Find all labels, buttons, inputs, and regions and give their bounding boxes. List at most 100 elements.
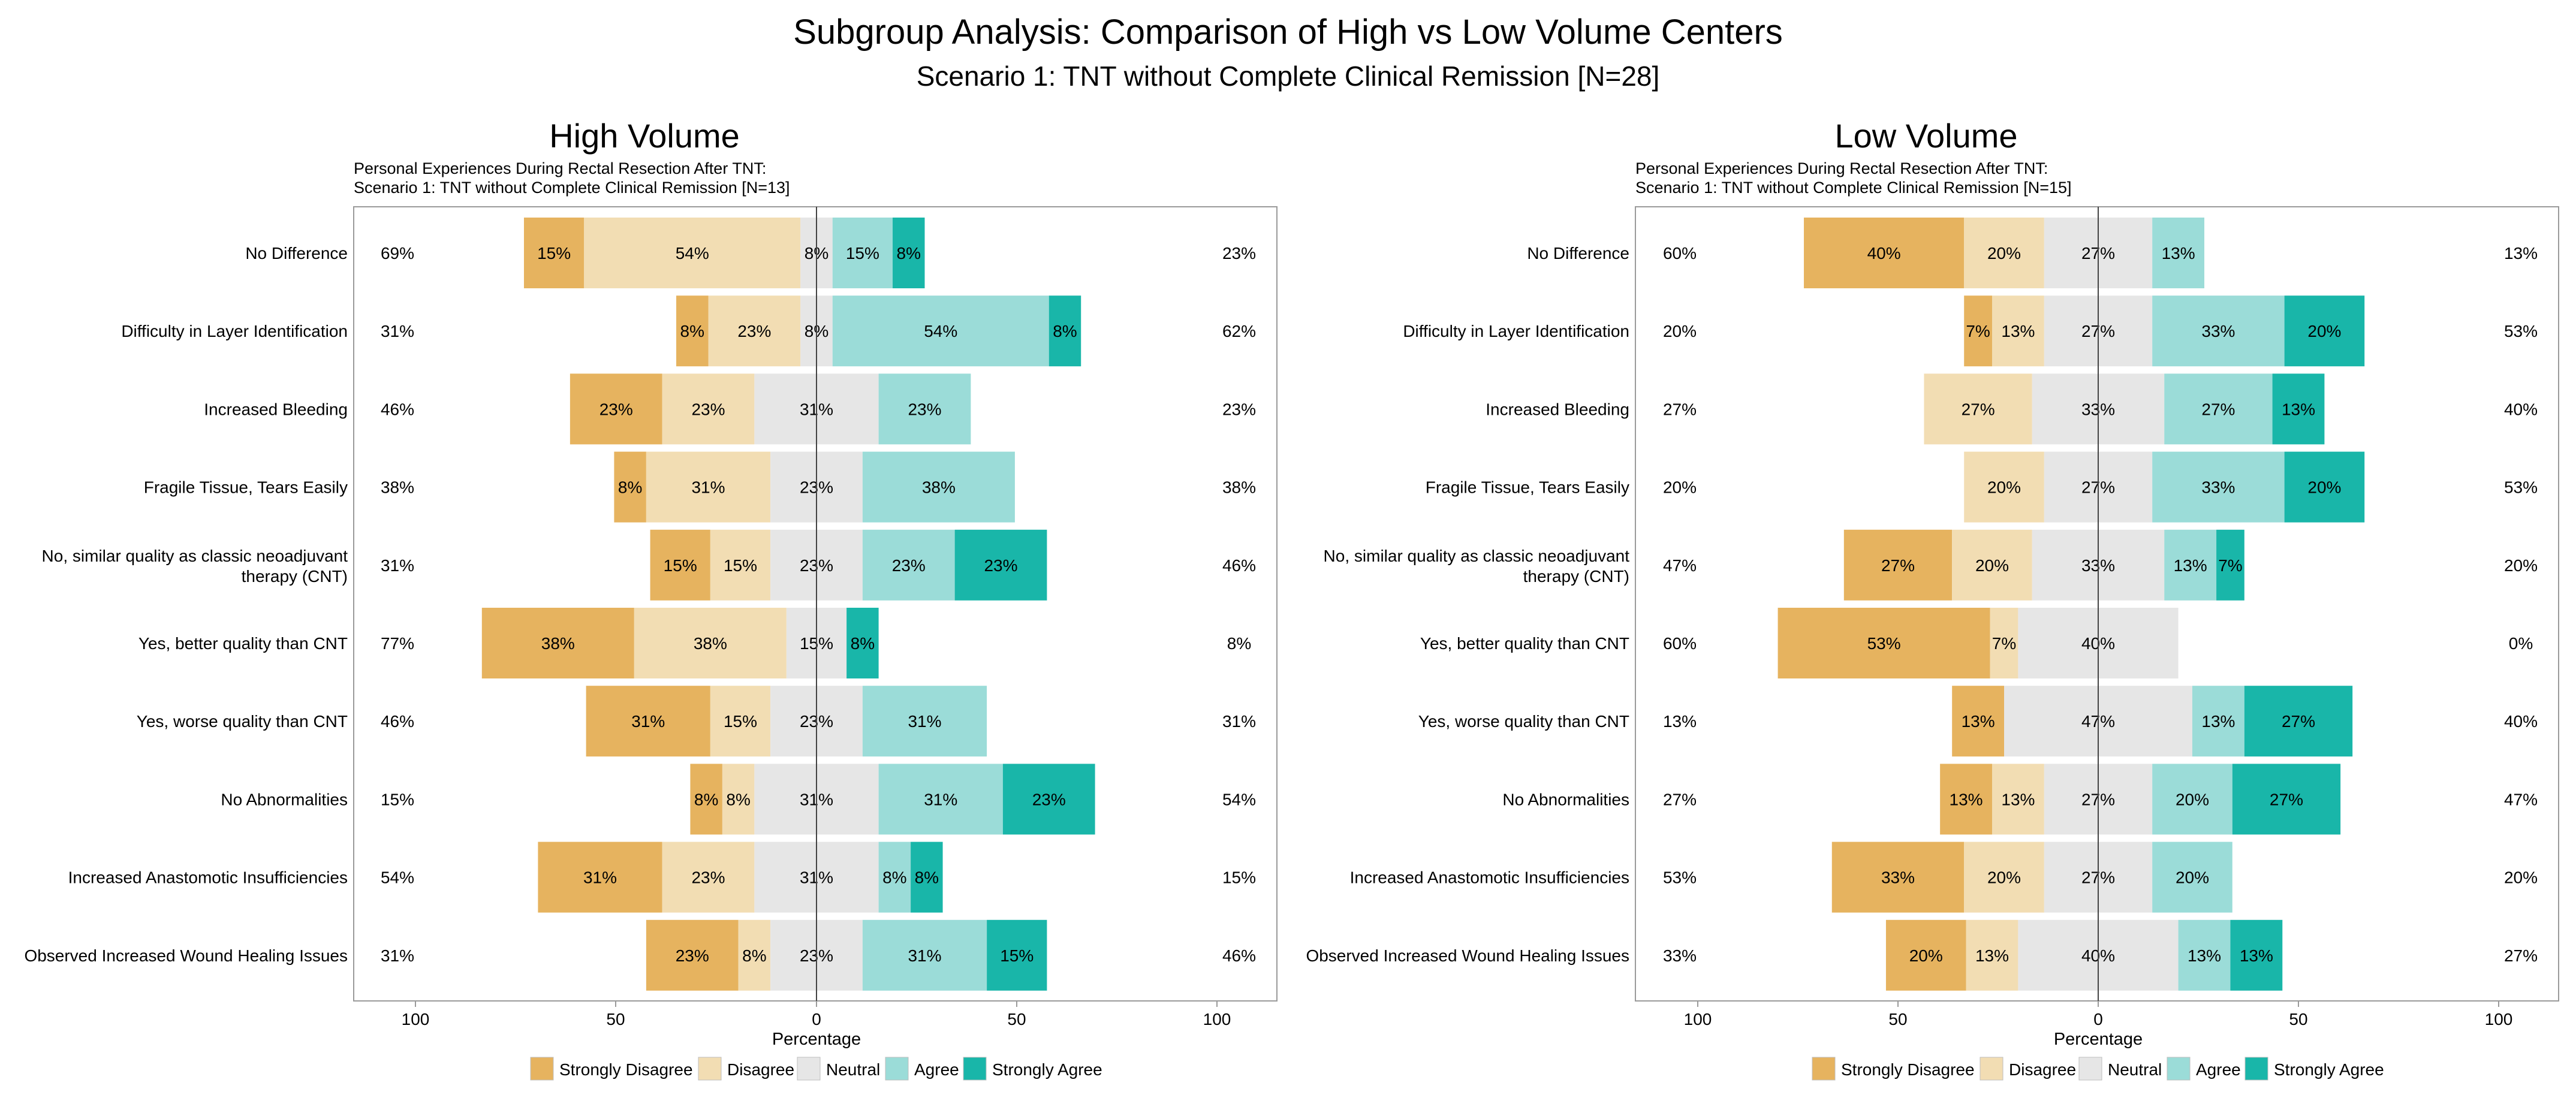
low-bar-10-disagree	[1966, 919, 2018, 991]
low-bar-label-3-2: 27%	[1962, 400, 1995, 418]
low-row-label-2: Difficulty in Layer Identification	[1403, 322, 1629, 340]
low-legend-swatch-strongly-agree	[2244, 1057, 2268, 1081]
high-row-left-pct-5: 31%	[381, 556, 414, 575]
low-legend-label-disagree: Disagree	[2009, 1060, 2076, 1079]
low-row-label-1: No Difference	[1527, 244, 1629, 263]
low-bar-label-5-4: 13%	[2174, 556, 2207, 575]
low-bar-2-agree	[2152, 295, 2285, 367]
high-bar-3-strongly-disagree	[570, 373, 662, 445]
high-plot-frame	[353, 206, 1278, 1002]
high-bar-label-2-5: 8%	[1053, 322, 1077, 340]
low-row-left-pct-1: 60%	[1663, 244, 1697, 263]
low-bar-1-strongly-disagree	[1804, 218, 1965, 288]
low-legend-swatch-disagree	[1980, 1057, 2003, 1081]
high-x-tick-label-2: 50	[606, 1010, 625, 1028]
low-bar-8-strongly-disagree	[1940, 764, 1992, 835]
high-bar-5-agree	[862, 529, 955, 601]
low-bar-label-8-5: 27%	[2270, 790, 2303, 809]
low-bar-label-1-1: 40%	[1867, 244, 1901, 263]
low-row-label-6: Yes, better quality than CNT	[1420, 634, 1629, 653]
high-bar-label-7-2: 15%	[724, 712, 757, 731]
high-row-right-pct-10: 46%	[1222, 946, 1256, 965]
low-row-left-pct-3: 27%	[1663, 400, 1697, 418]
low-panel-title: Low Volume	[1834, 117, 2017, 155]
high-row-label-6: Yes, better quality than CNT	[138, 634, 348, 653]
low-bar-label-4-4: 33%	[2201, 478, 2235, 497]
low-row-right-pct-3: 40%	[2504, 400, 2538, 418]
high-bar-label-1-2: 54%	[676, 244, 709, 263]
high-bar-8-strongly-disagree	[690, 764, 722, 835]
low-bar-9-disagree	[1964, 841, 2044, 913]
low-bar-10-strongly-disagree	[1885, 919, 1966, 991]
high-row-left-pct-4: 38%	[381, 478, 414, 497]
high-bar-label-10-4: 31%	[908, 946, 941, 965]
low-bar-2-strongly-disagree	[1964, 295, 1992, 367]
low-plot-frame	[1635, 206, 2559, 1002]
low-row-left-pct-2: 20%	[1663, 322, 1697, 340]
low-bar-2-strongly-agree	[2284, 295, 2365, 367]
low-legend-label-strongly-agree: Strongly Agree	[2274, 1060, 2384, 1079]
high-legend-swatch-agree	[885, 1057, 909, 1081]
low-bar-label-7-1: 13%	[1962, 712, 1995, 731]
low-bar-label-9-1: 33%	[1881, 868, 1915, 887]
high-x-tick-label-4: 50	[1007, 1010, 1026, 1028]
low-row-label-5-line2: therapy (CNT)	[1523, 567, 1629, 586]
low-bar-label-10-4: 13%	[2188, 946, 2221, 965]
low-bar-5-agree	[2164, 529, 2217, 601]
high-bar-1-agree	[832, 218, 893, 288]
high-bar-label-8-4: 31%	[924, 790, 957, 809]
high-bar-label-6-5: 8%	[851, 634, 875, 653]
low-legend-swatch-strongly-disagree	[1812, 1057, 1836, 1081]
high-legend-label-neutral: Neutral	[826, 1060, 880, 1079]
high-x-tick-label-1: 100	[402, 1010, 430, 1028]
high-row-left-pct-7: 46%	[381, 712, 414, 731]
high-bar-label-10-1: 23%	[676, 946, 709, 965]
high-x-axis-title: Percentage	[772, 1030, 861, 1049]
low-bar-9-agree	[2152, 841, 2232, 913]
high-bar-label-2-1: 8%	[680, 322, 704, 340]
high-panel-title: High Volume	[549, 117, 740, 155]
high-bar-label-3-1: 23%	[599, 400, 633, 418]
low-legend-swatch-neutral	[2078, 1057, 2102, 1081]
high-bar-10-strongly-agree	[987, 919, 1047, 991]
low-row-label-10: Observed Increased Wound Healing Issues	[1306, 946, 1629, 965]
low-bar-label-3-5: 13%	[2282, 400, 2315, 418]
high-row-left-pct-2: 31%	[381, 322, 414, 340]
high-bar-label-8-5: 23%	[1032, 790, 1066, 809]
high-bar-1-strongly-agree	[893, 218, 925, 288]
low-bar-10-agree	[2178, 919, 2231, 991]
high-row-left-pct-8: 15%	[381, 790, 414, 809]
low-bar-5-strongly-disagree	[1843, 529, 1953, 601]
high-row-right-pct-1: 23%	[1222, 244, 1256, 263]
low-bar-label-2-2: 13%	[2001, 322, 2035, 340]
high-bar-label-9-2: 23%	[691, 868, 725, 887]
high-bar-label-2-4: 54%	[924, 322, 957, 340]
low-bar-5-disagree	[1952, 529, 2032, 601]
low-row-left-pct-4: 20%	[1663, 478, 1697, 497]
low-x-tick-label-1: 100	[1684, 1010, 1712, 1028]
low-bar-label-5-2: 20%	[1975, 556, 2009, 575]
low-bar-8-agree	[2152, 764, 2232, 835]
low-bar-label-5-5: 7%	[2218, 556, 2242, 575]
high-row-label-10: Observed Increased Wound Healing Issues	[24, 946, 348, 965]
low-bar-label-3-4: 27%	[2201, 400, 2235, 418]
high-bar-6-strongly-disagree	[481, 608, 634, 678]
high-x-tick-label-5: 100	[1203, 1010, 1231, 1028]
low-bar-label-10-5: 13%	[2240, 946, 2273, 965]
high-row-label-3: Increased Bleeding	[204, 400, 348, 418]
low-x-tick-label-4: 50	[2289, 1010, 2307, 1028]
high-bar-label-9-4: 8%	[882, 868, 906, 887]
high-bar-label-10-5: 15%	[1000, 946, 1034, 965]
low-bar-4-agree	[2152, 451, 2285, 523]
high-legend-label-strongly-agree: Strongly Agree	[992, 1060, 1102, 1079]
high-bar-9-strongly-agree	[911, 841, 943, 913]
high-bar-label-9-1: 31%	[583, 868, 617, 887]
low-bar-10-strongly-agree	[2230, 919, 2283, 991]
low-bar-label-2-4: 33%	[2201, 322, 2235, 340]
high-bar-label-7-1: 31%	[631, 712, 665, 731]
low-bar-label-6-1: 53%	[1867, 634, 1901, 653]
low-bar-2-disagree	[1991, 295, 2044, 367]
low-row-label-5: No, similar quality as classic neoadjuva…	[1324, 547, 1630, 565]
high-row-left-pct-10: 31%	[381, 946, 414, 965]
low-row-label-9: Increased Anastomotic Insufficiencies	[1350, 868, 1629, 887]
